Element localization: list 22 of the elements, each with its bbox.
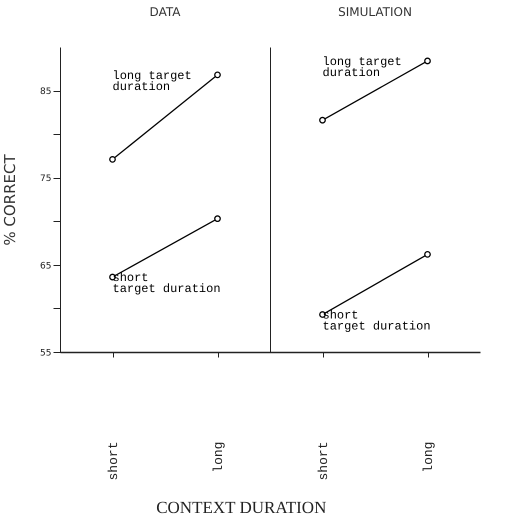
chart-title: SIMULATION xyxy=(338,5,412,19)
series-label: short target duration xyxy=(322,308,431,334)
y-tick-label: 85 xyxy=(40,87,52,98)
point xyxy=(319,116,326,124)
point xyxy=(424,251,431,258)
y-tick-label: 75 xyxy=(40,174,52,184)
point xyxy=(214,215,221,222)
y-tick-label: 65 xyxy=(40,261,52,272)
series-label: short target duration xyxy=(112,271,221,296)
series-label: long target duration xyxy=(112,68,192,94)
y-axis-title: % CORRECT xyxy=(1,154,20,246)
y-tick-label: 55 xyxy=(40,348,52,358)
point xyxy=(214,72,221,78)
x-tick-label: long xyxy=(211,442,226,473)
point xyxy=(424,58,431,64)
chart-title: DATA xyxy=(150,5,182,19)
x-tick-label: short xyxy=(316,442,331,481)
point xyxy=(109,156,116,163)
x-axis-title: CONTEXT DURATION xyxy=(156,498,326,518)
x-tick-label: long xyxy=(421,442,436,473)
series-label: long target duration xyxy=(322,54,402,80)
x-tick-label: short xyxy=(106,442,121,481)
